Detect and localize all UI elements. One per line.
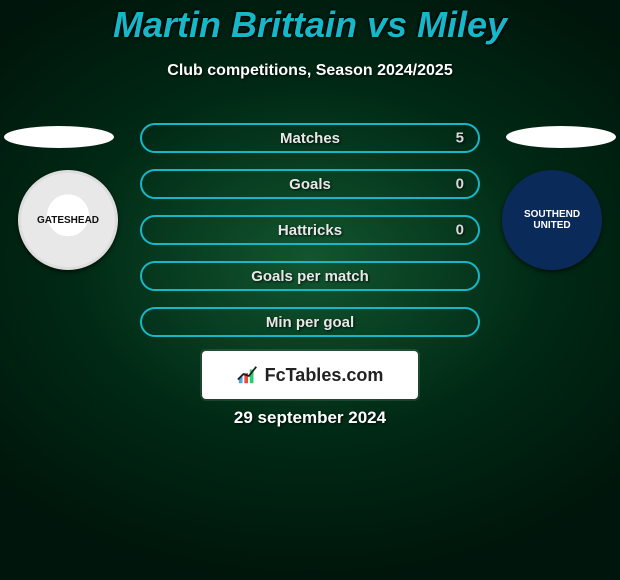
club-badge-right-label: SOUTHEND UNITED bbox=[514, 209, 589, 231]
stat-row: Matches5 bbox=[140, 123, 480, 153]
stat-value: 0 bbox=[456, 176, 464, 193]
stat-value: 0 bbox=[456, 222, 464, 239]
subtitle: Club competitions, Season 2024/2025 bbox=[0, 62, 620, 80]
club-badge-left: GATESHEAD bbox=[18, 170, 118, 270]
page-title: Martin Brittain vs Miley bbox=[0, 4, 620, 46]
stat-row: Goals per match bbox=[140, 261, 480, 291]
stat-label: Goals bbox=[142, 176, 478, 193]
player-avatar-placeholder-right bbox=[506, 126, 616, 148]
player-avatar-placeholder-left bbox=[4, 126, 114, 148]
date-stamp: 29 september 2024 bbox=[0, 408, 620, 428]
stat-value: 5 bbox=[456, 130, 464, 147]
stat-row: Goals0 bbox=[140, 169, 480, 199]
stat-label: Matches bbox=[142, 130, 478, 147]
stat-label: Hattricks bbox=[142, 222, 478, 239]
club-badge-left-label: GATESHEAD bbox=[30, 215, 105, 226]
brand-name: FcTables.com bbox=[265, 365, 384, 386]
brand-logo: FcTables.com bbox=[202, 351, 418, 399]
stat-label: Min per goal bbox=[142, 314, 478, 331]
stat-row: Hattricks0 bbox=[140, 215, 480, 245]
stat-row: Min per goal bbox=[140, 307, 480, 337]
club-badge-right: SOUTHEND UNITED bbox=[502, 170, 602, 270]
stat-label: Goals per match bbox=[142, 268, 478, 285]
chart-icon bbox=[237, 364, 259, 386]
